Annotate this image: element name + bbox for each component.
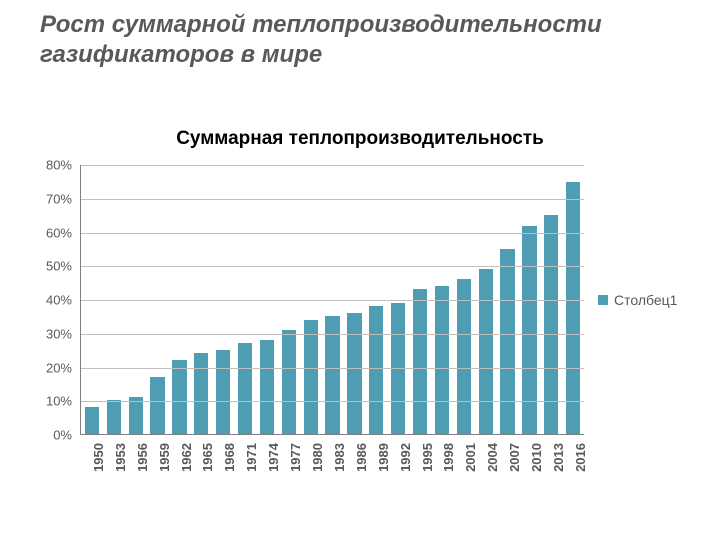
bar [435,286,449,434]
gridline [81,368,584,369]
legend-label: Столбец1 [614,292,677,308]
gridline [81,233,584,234]
bar [304,320,318,434]
x-tick-slot: 1980 [299,439,321,519]
x-tick-slot: 1965 [190,439,212,519]
bar [347,313,361,434]
bar [194,353,208,434]
gridline [81,300,584,301]
bar [238,343,252,434]
bar [85,407,99,434]
x-tick-slot: 1962 [168,439,190,519]
y-tick-label: 40% [46,293,72,308]
bar [216,350,230,434]
bar [566,182,580,434]
bar [107,400,121,434]
x-tick-slot: 1998 [431,439,453,519]
legend: Столбец1 [598,165,677,435]
chart-container: 0%10%20%30%40%50%60%70%80% 1950195319561… [40,165,680,520]
legend-swatch [598,295,608,305]
x-tick-slot: 1968 [211,439,233,519]
x-tick-slot: 1989 [365,439,387,519]
x-tick-slot: 1950 [80,439,102,519]
x-axis-labels: 1950195319561959196219651968197119741977… [80,439,584,519]
y-tick-label: 50% [46,259,72,274]
x-tick-slot: 1959 [146,439,168,519]
x-tick-label: 2016 [573,443,588,472]
page-title: Рост суммарной теплопроизводительности г… [40,10,680,70]
x-tick-slot: 1971 [233,439,255,519]
x-tick-slot: 1992 [387,439,409,519]
bar [500,249,514,434]
x-tick-slot: 1953 [102,439,124,519]
x-tick-slot: 2004 [474,439,496,519]
gridline [81,165,584,166]
bar [282,330,296,434]
y-tick-label: 10% [46,394,72,409]
chart-subtitle: Суммарная теплопроизводительность [0,128,720,150]
y-tick-label: 70% [46,191,72,206]
plot-area [80,165,584,435]
gridline [81,266,584,267]
bar [479,269,493,434]
x-tick-slot: 1986 [343,439,365,519]
y-tick-label: 0% [53,428,72,443]
x-tick-slot: 1974 [255,439,277,519]
x-tick-slot: 1995 [409,439,431,519]
bar [260,340,274,434]
x-tick-slot: 1983 [321,439,343,519]
x-tick-slot: 2007 [496,439,518,519]
bar [129,397,143,434]
x-tick-slot: 2010 [518,439,540,519]
x-tick-slot: 1977 [277,439,299,519]
y-tick-label: 60% [46,225,72,240]
gridline [81,334,584,335]
bar [413,289,427,434]
y-tick-label: 80% [46,158,72,173]
x-tick-slot: 2016 [562,439,584,519]
gridline [81,199,584,200]
x-tick-slot: 2001 [452,439,474,519]
bar [150,377,164,434]
x-tick-slot: 2013 [540,439,562,519]
x-tick-slot: 1956 [124,439,146,519]
bar [457,279,471,434]
y-tick-label: 20% [46,360,72,375]
y-tick-label: 30% [46,326,72,341]
bar [369,306,383,434]
gridline [81,401,584,402]
y-axis-labels: 0%10%20%30%40%50%60%70%80% [40,165,76,435]
bar [522,226,536,434]
bar [172,360,186,434]
